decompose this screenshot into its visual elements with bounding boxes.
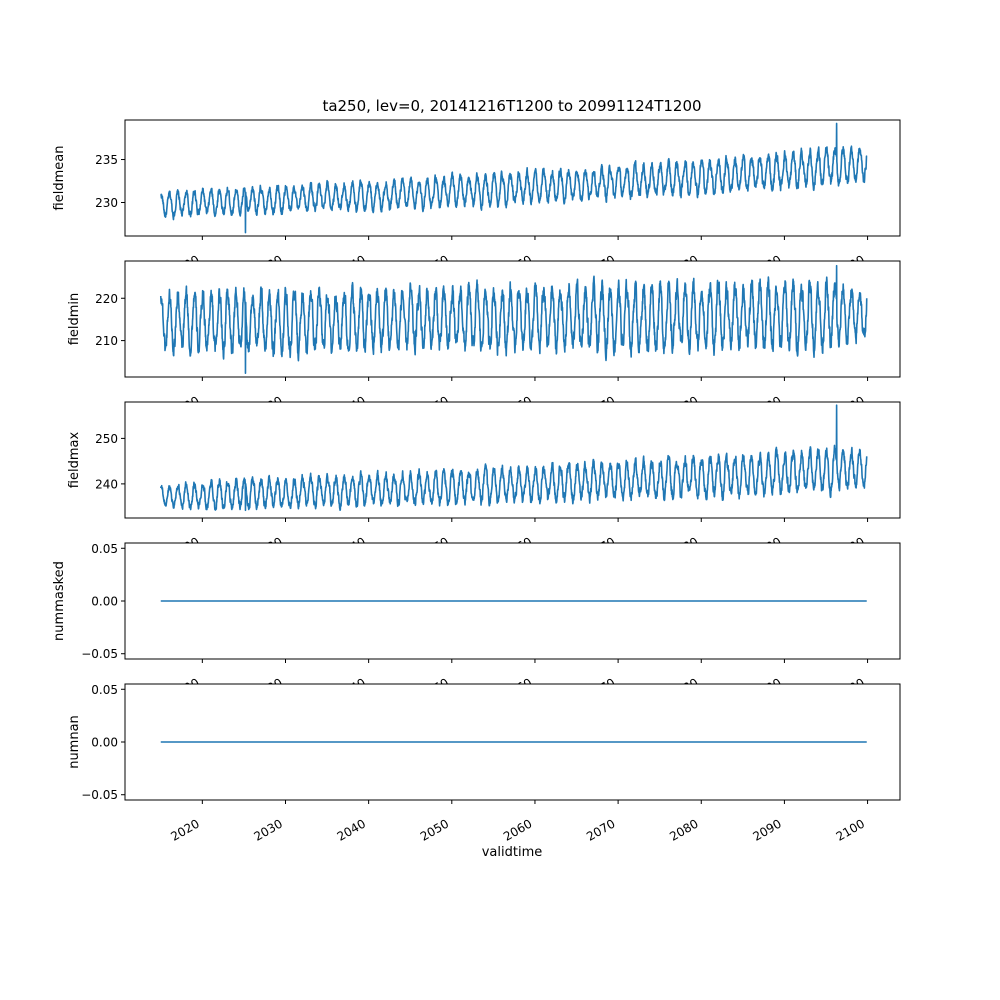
x-ticks: 2020 2030 2040 2050 2060 2070 2080 2090 2100 xyxy=(168,800,869,844)
x-tick-label: 2020 xyxy=(168,816,201,843)
y-tick-label: 235 xyxy=(95,153,118,167)
x-tick-label: 2040 xyxy=(335,816,368,843)
plot-frame xyxy=(124,119,901,237)
subplot-fieldmin: 210220fieldmin20202030204020502060207020… xyxy=(67,260,901,421)
chart-title: ta250, lev=0, 20141216T1200 to 20991124T… xyxy=(322,97,701,115)
y-tick-label: 250 xyxy=(95,432,118,446)
series-line-fieldmin xyxy=(159,264,868,374)
y-axis-label: fieldmin xyxy=(67,293,82,346)
plot-frame xyxy=(124,401,901,519)
series-line-fieldmean xyxy=(160,122,868,234)
y-axis-label: nummasked xyxy=(52,561,67,641)
x-tick-label: 2090 xyxy=(750,816,783,843)
y-tick-label: −0.05 xyxy=(81,788,118,802)
y-axis-label: fieldmax xyxy=(67,432,82,489)
subplot-nummasked: 0.050.00−0.05nummasked202020302040205020… xyxy=(52,542,901,703)
y-tick-label: 220 xyxy=(95,292,118,306)
x-tick-label: 2050 xyxy=(418,816,451,843)
y-tick-label: −0.05 xyxy=(81,647,118,661)
y-axis-label: numnan xyxy=(67,715,82,769)
x-tick-label: 2080 xyxy=(667,816,700,843)
y-tick-label: 0.05 xyxy=(91,542,118,556)
y-tick-label: 240 xyxy=(95,477,118,491)
series-line-fieldmax xyxy=(159,404,868,512)
x-axis-label: validtime xyxy=(482,845,543,860)
x-tick-label: 2030 xyxy=(252,816,285,843)
subplot-stack: 230235fieldmean2020203020402050206020702… xyxy=(52,119,901,844)
subplot-fieldmean: 230235fieldmean2020203020402050206020702… xyxy=(52,119,901,280)
y-tick-label: 0.05 xyxy=(91,683,118,697)
y-tick-label: 0.00 xyxy=(91,595,118,609)
y-tick-label: 210 xyxy=(95,334,118,348)
x-tick-label: 2060 xyxy=(501,816,534,843)
subplot-fieldmax: 240250fieldmax20202030204020502060207020… xyxy=(67,401,901,562)
y-tick-label: 0.00 xyxy=(91,736,118,750)
y-axis-label: fieldmean xyxy=(52,146,67,211)
y-tick-label: 230 xyxy=(95,196,118,210)
x-tick-label: 2070 xyxy=(584,816,617,843)
x-tick-label: 2100 xyxy=(834,816,867,843)
